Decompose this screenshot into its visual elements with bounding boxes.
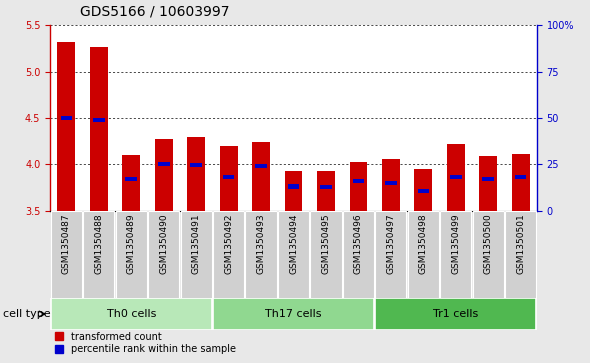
Bar — [512, 154, 530, 211]
Text: GSM1350494: GSM1350494 — [289, 213, 298, 274]
FancyBboxPatch shape — [51, 298, 212, 330]
Bar — [252, 142, 270, 211]
FancyBboxPatch shape — [473, 211, 504, 299]
Bar — [317, 171, 335, 211]
Bar — [479, 156, 497, 211]
Bar — [93, 118, 104, 122]
Bar — [219, 146, 238, 211]
Bar — [385, 181, 396, 185]
FancyBboxPatch shape — [505, 211, 536, 299]
Bar — [349, 162, 368, 211]
Bar — [191, 163, 202, 167]
Text: GSM1350501: GSM1350501 — [516, 213, 525, 274]
FancyBboxPatch shape — [375, 298, 536, 330]
Bar — [122, 155, 140, 211]
Text: GSM1350500: GSM1350500 — [484, 213, 493, 274]
Text: GSM1350499: GSM1350499 — [451, 213, 460, 274]
Bar — [255, 164, 267, 168]
FancyBboxPatch shape — [343, 211, 374, 299]
FancyBboxPatch shape — [83, 211, 114, 299]
Bar — [90, 47, 108, 211]
FancyBboxPatch shape — [213, 211, 244, 299]
Legend: transformed count, percentile rank within the sample: transformed count, percentile rank withi… — [55, 331, 235, 355]
Text: GSM1350498: GSM1350498 — [419, 213, 428, 274]
Text: GSM1350495: GSM1350495 — [322, 213, 330, 274]
Text: GSM1350492: GSM1350492 — [224, 213, 233, 274]
Text: Th0 cells: Th0 cells — [107, 309, 156, 319]
Bar — [288, 184, 299, 188]
FancyBboxPatch shape — [408, 211, 439, 299]
Bar — [320, 185, 332, 189]
FancyBboxPatch shape — [278, 211, 309, 299]
FancyBboxPatch shape — [181, 211, 212, 299]
Bar — [187, 138, 205, 211]
Text: GDS5166 / 10603997: GDS5166 / 10603997 — [80, 4, 229, 18]
Bar — [483, 177, 494, 181]
FancyBboxPatch shape — [245, 211, 277, 299]
Text: Th17 cells: Th17 cells — [266, 309, 322, 319]
FancyBboxPatch shape — [213, 298, 374, 330]
Text: GSM1350488: GSM1350488 — [94, 213, 103, 274]
FancyBboxPatch shape — [440, 211, 471, 299]
Text: GSM1350496: GSM1350496 — [354, 213, 363, 274]
Text: GSM1350491: GSM1350491 — [192, 213, 201, 274]
Bar — [447, 144, 465, 211]
Bar — [223, 175, 234, 179]
Bar — [155, 139, 173, 211]
Text: GSM1350487: GSM1350487 — [62, 213, 71, 274]
FancyBboxPatch shape — [375, 211, 407, 299]
Bar — [515, 175, 526, 179]
FancyBboxPatch shape — [148, 211, 179, 299]
Bar — [353, 179, 364, 183]
Text: GSM1350489: GSM1350489 — [127, 213, 136, 274]
Text: GSM1350490: GSM1350490 — [159, 213, 168, 274]
Bar — [414, 169, 432, 211]
FancyBboxPatch shape — [116, 211, 147, 299]
Bar — [126, 177, 137, 181]
Text: cell type: cell type — [3, 309, 51, 319]
Bar — [450, 175, 461, 179]
Bar — [158, 162, 169, 166]
Bar — [418, 189, 429, 193]
Text: GSM1350493: GSM1350493 — [257, 213, 266, 274]
Text: GSM1350497: GSM1350497 — [386, 213, 395, 274]
Bar — [61, 116, 72, 120]
Text: Tr1 cells: Tr1 cells — [433, 309, 478, 319]
Bar — [284, 171, 303, 211]
Bar — [57, 42, 76, 211]
FancyBboxPatch shape — [310, 211, 342, 299]
Bar — [382, 159, 400, 211]
FancyBboxPatch shape — [51, 211, 82, 299]
